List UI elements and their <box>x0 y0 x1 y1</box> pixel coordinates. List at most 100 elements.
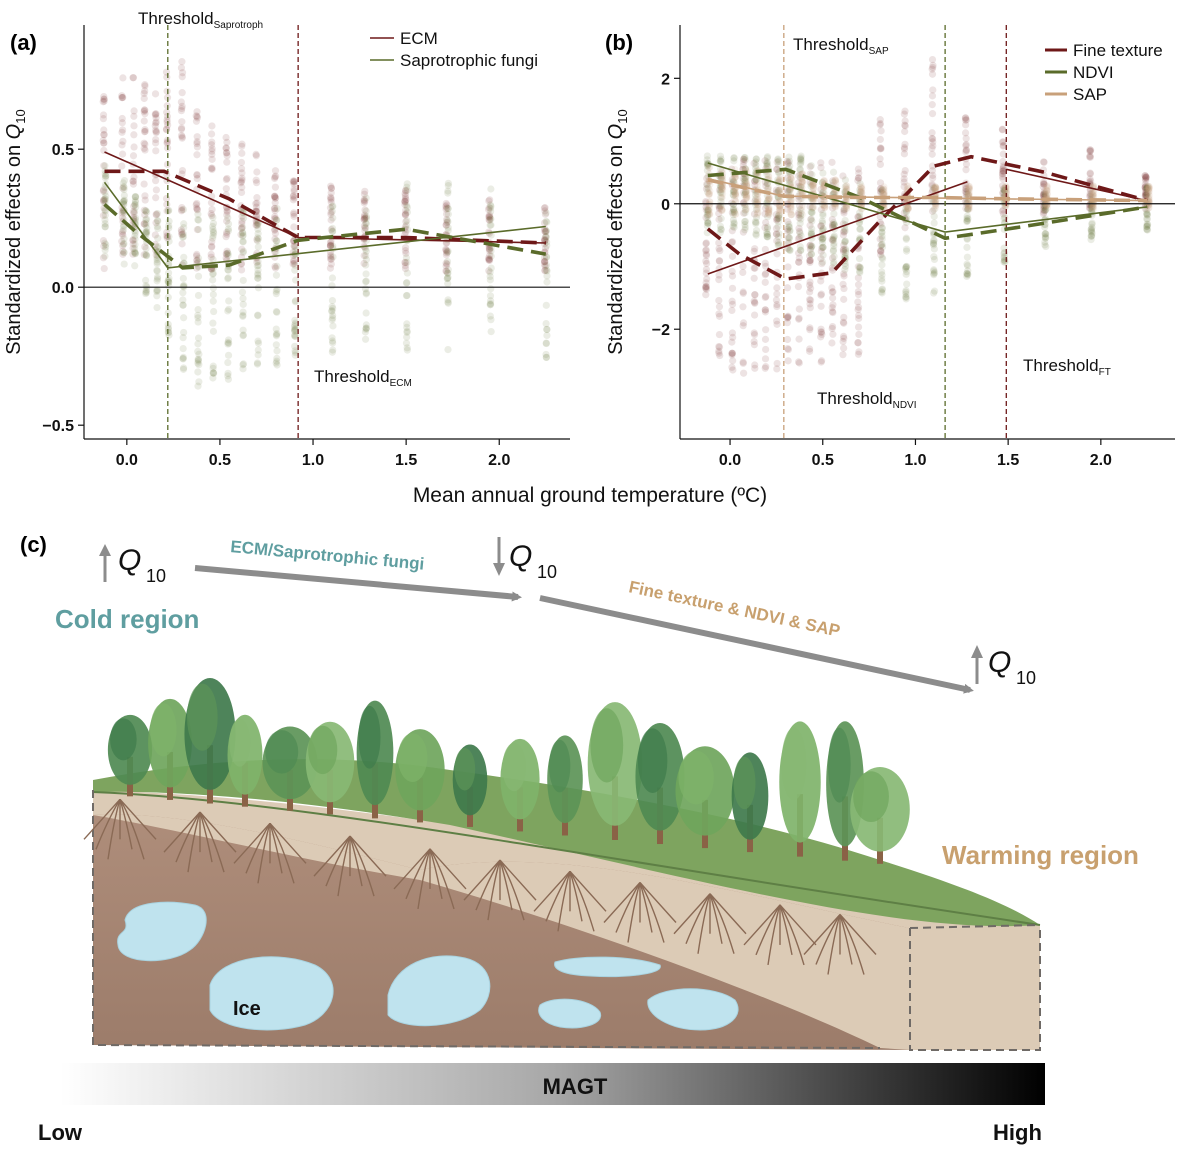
root-strand <box>269 823 283 874</box>
tree-crown-highlight <box>502 742 526 792</box>
scatter-point <box>787 174 795 182</box>
scatter-point <box>193 256 201 264</box>
scatter-point <box>787 203 795 211</box>
legend-label: NDVI <box>1073 63 1114 82</box>
scatter-point <box>1086 147 1094 155</box>
scatter-point <box>775 229 783 238</box>
scatter-point <box>119 226 128 234</box>
scatter-point <box>272 287 280 295</box>
scatter-point <box>163 87 171 95</box>
q10-subscript: 10 <box>146 566 166 586</box>
root-strand <box>827 914 841 975</box>
scatter-point <box>963 212 971 220</box>
scatter-point <box>1145 185 1153 193</box>
scatter-point <box>1043 204 1051 212</box>
scatter-point <box>101 239 109 247</box>
scatter-point <box>289 260 297 268</box>
scatter-point <box>743 190 751 199</box>
scatter-point <box>329 322 337 330</box>
scatter-point <box>808 217 816 225</box>
scatter-point <box>290 259 298 268</box>
scatter-point <box>730 154 738 162</box>
scatter-point <box>730 154 738 162</box>
scatter-point <box>929 174 937 182</box>
scatter-point <box>131 198 140 206</box>
scatter-point <box>774 187 782 195</box>
scatter-point <box>900 150 909 158</box>
scatter-point <box>443 274 451 283</box>
scatter-point <box>252 200 260 208</box>
scatter-point <box>209 228 217 236</box>
scatter-point <box>223 158 231 166</box>
scatter-point <box>840 344 848 352</box>
scatter-point <box>1141 183 1149 191</box>
scatter-point <box>444 269 452 277</box>
scatter-point <box>716 157 724 165</box>
scatter-point <box>962 188 971 196</box>
scatter-point <box>485 206 493 214</box>
q10-up-warm: Q 10 <box>971 645 1036 688</box>
scatter-point <box>239 311 247 319</box>
scatter-point <box>179 274 187 283</box>
scatter-point <box>839 231 848 239</box>
scatter-point <box>1039 203 1048 211</box>
scatter-point <box>878 224 886 232</box>
scatter-point <box>751 181 759 189</box>
scatter-point <box>783 157 791 166</box>
scatter-point <box>254 243 262 251</box>
scatter-point <box>702 239 710 247</box>
scatter-point <box>999 165 1007 173</box>
scatter-point <box>743 188 751 196</box>
scatter-point <box>841 252 849 260</box>
scatter-point <box>165 232 173 241</box>
scatter-point <box>817 328 826 337</box>
scatter-point <box>841 183 849 191</box>
scatter-point <box>798 178 806 186</box>
scatter-point <box>855 212 864 220</box>
scatter-point <box>930 269 938 278</box>
scatter-point <box>1145 192 1153 200</box>
scatter-point <box>1143 225 1151 233</box>
scatter-point <box>830 210 838 218</box>
scatter-point <box>830 232 838 240</box>
scatter-point <box>818 178 827 187</box>
root-strand <box>615 882 641 933</box>
scatter-point <box>142 286 150 294</box>
scatter-point <box>290 332 299 340</box>
scatter-point <box>485 247 494 255</box>
ice-lens <box>117 901 207 962</box>
scatter-point <box>761 308 770 316</box>
scatter-point <box>730 191 738 199</box>
scatter-point <box>718 205 726 213</box>
root-strand <box>755 904 781 956</box>
scatter-point <box>1145 188 1153 196</box>
scatter-point <box>178 73 186 81</box>
scatter-point <box>120 196 128 204</box>
scatter-point <box>291 297 300 305</box>
scatter-point <box>880 188 888 196</box>
scatter-point <box>809 184 818 192</box>
scatter-point <box>542 353 550 361</box>
scatter-point <box>129 180 138 188</box>
scatter-point <box>728 238 736 247</box>
scatter-point <box>856 264 864 272</box>
scatter-point <box>119 240 128 248</box>
root-strand <box>163 811 201 853</box>
scatter-point <box>180 220 188 228</box>
scatter-point <box>119 179 127 187</box>
scatter-point <box>839 246 847 254</box>
scatter-point <box>403 208 411 216</box>
scatter-point <box>786 208 795 216</box>
scatter-point <box>703 152 711 160</box>
root-strand <box>429 848 455 910</box>
x-tick-label: 1.5 <box>997 452 1019 469</box>
scatter-point <box>223 208 231 216</box>
scatter-point <box>840 332 848 340</box>
scatter-point <box>878 241 886 249</box>
arrow-label-ft-ndvi-sap: Fine texture & NDVI & SAP <box>627 577 842 640</box>
scatter-point <box>841 189 849 197</box>
scatter-point <box>1143 222 1151 231</box>
scatter-point <box>153 258 161 266</box>
scatter-point <box>880 185 888 193</box>
